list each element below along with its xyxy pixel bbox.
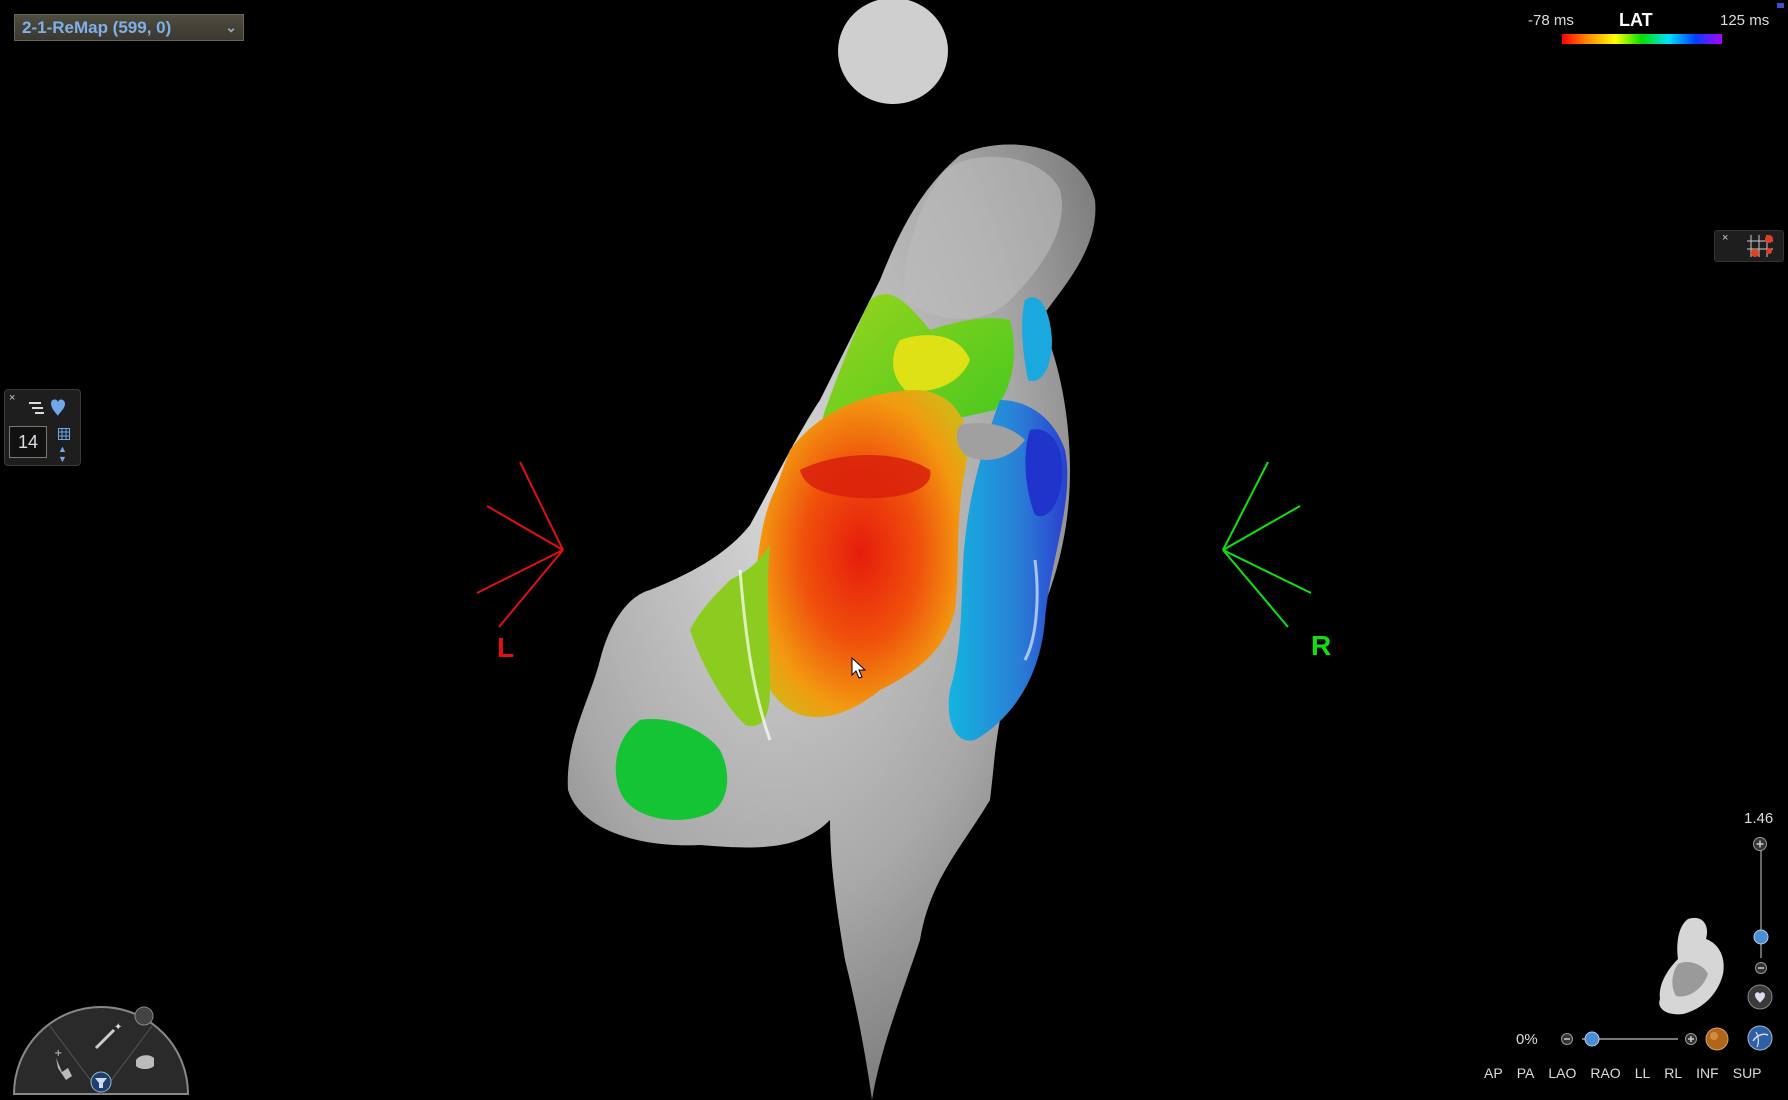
point-filter-panel: × 14 ▲ ▼ [4, 389, 81, 466]
close-icon[interactable]: × [9, 392, 16, 404]
magic-wand-tool-icon[interactable]: ✦ [94, 1022, 122, 1050]
map-selector-label: 2-1-ReMap (599, 0) [22, 18, 172, 37]
lat-color-scale[interactable] [1562, 34, 1722, 44]
map-selector-dropdown[interactable]: 2-1-ReMap (599, 0) ⌄ [14, 14, 244, 41]
wheel-expand-icon[interactable] [134, 1006, 154, 1026]
view-orientation-bar: AP PA LAO RAO LL RL INF SUP [1484, 1065, 1776, 1085]
grid-icon[interactable] [58, 428, 70, 440]
orientation-label-right: R [1311, 630, 1332, 661]
view-rao-button[interactable]: RAO [1590, 1065, 1621, 1081]
tag-panel: × [1714, 230, 1784, 262]
heart-thumbnail-icon[interactable] [1648, 914, 1738, 1018]
lat-region-green-lower [615, 719, 728, 820]
increment-button[interactable]: ▲ [58, 444, 67, 454]
orientation-label-left: L [497, 632, 515, 663]
heart-filter-icon [29, 399, 65, 416]
tool-wheel: + ✦ [12, 1006, 190, 1095]
zoom-in-icon[interactable] [1752, 836, 1768, 852]
zoom-slider-knob[interactable] [1753, 929, 1769, 945]
close-icon[interactable]: × [1722, 232, 1729, 244]
view-lao-button[interactable]: LAO [1548, 1065, 1577, 1081]
view-sup-button[interactable]: SUP [1732, 1065, 1762, 1081]
lat-legend-max: 125 ms [1720, 12, 1770, 29]
transparency-decrease-icon[interactable] [1560, 1032, 1574, 1046]
transparency-value: 0% [1516, 1031, 1538, 1048]
zoom-level: 1.46 [1744, 810, 1774, 827]
globe-icon[interactable] [1747, 1025, 1773, 1051]
corner-indicator [1777, 3, 1784, 8]
view-pa-button[interactable]: PA [1516, 1065, 1535, 1081]
heart-view-icon[interactable] [1747, 984, 1773, 1010]
svg-text:+: + [54, 1048, 62, 1059]
view-ap-button[interactable]: AP [1484, 1065, 1503, 1081]
light-source-indicator[interactable] [838, 0, 948, 104]
decrement-button[interactable]: ▼ [58, 454, 67, 464]
transparency-slider-track[interactable] [1582, 1038, 1678, 1040]
tag-grid-icon[interactable] [1745, 233, 1775, 259]
chevron-down-icon: ⌄ [225, 19, 237, 35]
transparency-slider-knob[interactable] [1584, 1031, 1600, 1047]
lat-legend-title: LAT [1619, 10, 1653, 30]
view-ll-button[interactable]: LL [1634, 1065, 1651, 1081]
mouse-cursor-icon [851, 657, 867, 679]
lat-legend-min: -78 ms [1528, 12, 1574, 29]
add-point-tool-icon[interactable]: + [54, 1048, 72, 1080]
shading-mode-icon[interactable] [1705, 1027, 1729, 1051]
transparency-increase-icon[interactable] [1684, 1032, 1698, 1046]
view-rl-button[interactable]: RL [1664, 1065, 1683, 1081]
view-inf-button[interactable]: INF [1696, 1065, 1719, 1081]
fill-threshold-value[interactable]: 14 [9, 426, 47, 458]
zoom-slider-track[interactable] [1760, 848, 1762, 958]
svg-text:✦: ✦ [114, 1022, 122, 1033]
zoom-out-icon[interactable] [1754, 961, 1768, 975]
grab-tool-icon[interactable] [136, 1055, 154, 1069]
